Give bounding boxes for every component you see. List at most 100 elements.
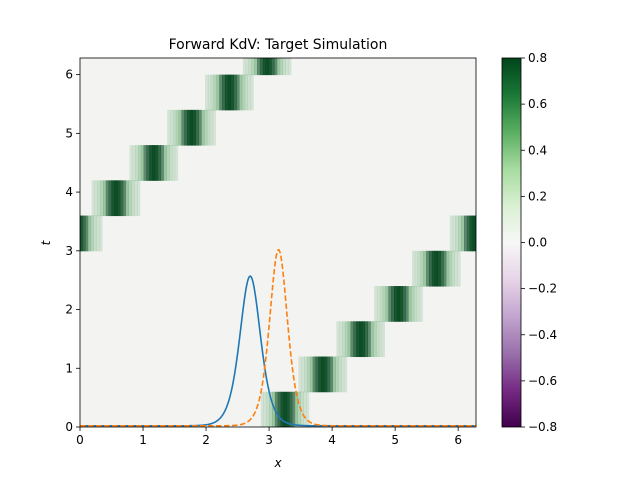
heatmap-cell xyxy=(12,286,15,322)
heatmap-cell xyxy=(457,250,461,287)
heatmap-cell xyxy=(342,321,346,358)
heatmap-cell xyxy=(488,180,491,216)
heatmap-cell xyxy=(307,356,311,393)
heatmap-cell xyxy=(257,58,261,76)
heatmap-cell xyxy=(160,145,164,181)
heatmap-cell xyxy=(490,216,493,252)
heatmap-cell xyxy=(137,180,141,217)
heatmap-cell xyxy=(610,75,613,111)
heatmap-cell xyxy=(600,110,603,146)
heatmap-cell xyxy=(374,286,378,322)
heatmap-cell xyxy=(230,74,234,111)
heatmap-cell xyxy=(276,58,281,76)
heatmap-cell xyxy=(268,58,272,76)
heatmap-cell xyxy=(174,145,179,181)
heatmap-cell xyxy=(300,391,304,427)
heatmap-cell xyxy=(74,216,77,252)
x-tick-label: 0 xyxy=(76,433,84,447)
heatmap-cell xyxy=(356,321,360,358)
heatmap-cell xyxy=(367,321,371,358)
x-tick-label: 2 xyxy=(202,433,210,447)
heatmap-cell xyxy=(184,109,188,146)
heatmap-cell xyxy=(429,250,433,287)
heatmap-cell xyxy=(36,251,39,287)
heatmap-cell xyxy=(416,286,420,322)
heatmap-cell xyxy=(189,109,194,146)
heatmap-cell xyxy=(458,215,462,252)
heatmap-cell xyxy=(271,58,275,76)
heatmap-cell xyxy=(97,180,101,217)
heatmap-cell xyxy=(376,321,380,358)
x-tick-label: 1 xyxy=(139,433,147,447)
heatmap-cell xyxy=(603,110,606,146)
heatmap-cell xyxy=(19,251,22,287)
heatmap-cell xyxy=(30,251,33,287)
heatmap-cell xyxy=(122,180,127,217)
colorbar-tick-label: −0.6 xyxy=(528,374,557,388)
heatmap-cell xyxy=(59,216,62,252)
heatmap-cell xyxy=(297,391,301,427)
heatmap-cell xyxy=(566,110,569,146)
heatmap-cell xyxy=(379,286,384,322)
heatmap-cell xyxy=(175,109,180,146)
heatmap-cell xyxy=(378,321,383,358)
heatmap-cell xyxy=(259,58,264,76)
heatmap-cell xyxy=(96,215,100,252)
heatmap-cell xyxy=(265,58,269,76)
heatmap-cell xyxy=(119,180,124,217)
heatmap-cell xyxy=(580,110,583,146)
heatmap-cell xyxy=(294,391,299,427)
colorbar-tick-label: −0.4 xyxy=(528,328,557,342)
heatmap-cell xyxy=(629,75,632,111)
overlay-lines xyxy=(80,249,476,427)
heatmap-cell xyxy=(493,180,496,216)
series-line-2 xyxy=(80,249,476,427)
heatmap-cell xyxy=(413,286,418,322)
heatmap-cell xyxy=(18,286,21,322)
heatmap-cell xyxy=(149,145,153,181)
heatmap-cell xyxy=(423,250,427,287)
heatmap-cell xyxy=(262,58,266,76)
heatmap-cell xyxy=(597,110,600,146)
y-tick-label: 5 xyxy=(65,126,73,140)
heatmap-cell xyxy=(419,286,423,322)
heatmap-cell xyxy=(42,251,45,287)
heatmap-cell xyxy=(411,250,416,287)
heatmap-cell xyxy=(481,216,484,252)
heatmap-cell xyxy=(448,250,453,287)
heatmap-cell xyxy=(209,109,214,146)
heatmap-cell xyxy=(426,250,430,287)
heatmap-cell xyxy=(105,180,110,217)
y-tick-label: 0 xyxy=(65,420,73,434)
heatmap-cell xyxy=(522,180,525,216)
heatmap-cell xyxy=(102,180,107,217)
heatmap-cell xyxy=(279,58,284,76)
heatmap-cell xyxy=(568,145,571,181)
colorbar-tick-label: −0.8 xyxy=(528,420,557,434)
heatmap-cell xyxy=(405,286,409,322)
heatmap-cell xyxy=(90,215,94,252)
heatmap-cell xyxy=(135,145,139,181)
heatmap-cell xyxy=(594,110,597,146)
heatmap-cell xyxy=(338,356,342,393)
heatmap-cell xyxy=(589,110,592,146)
heatmap-cell xyxy=(291,391,296,427)
y-axis: 0 1 2 3 4 5 6 xyxy=(65,68,80,434)
heatmap-cell xyxy=(111,180,115,217)
heatmap-cell xyxy=(181,109,185,146)
heatmap-cell xyxy=(56,251,59,287)
heatmap-cell xyxy=(53,251,56,287)
heatmap-cell xyxy=(80,215,83,252)
heatmap-cell xyxy=(236,74,240,111)
y-tick-label: 4 xyxy=(65,185,73,199)
heatmap-cell xyxy=(411,286,415,322)
heatmap-cell xyxy=(446,250,450,287)
heatmap-cell xyxy=(394,286,398,322)
heatmap-cell xyxy=(140,145,145,181)
heatmap-cell xyxy=(396,286,401,322)
heatmap-cell xyxy=(248,58,252,76)
heatmap-cell xyxy=(244,74,249,111)
heatmap-cell xyxy=(245,58,249,76)
heatmap-cell xyxy=(461,215,465,252)
heatmap-cell xyxy=(39,251,42,287)
